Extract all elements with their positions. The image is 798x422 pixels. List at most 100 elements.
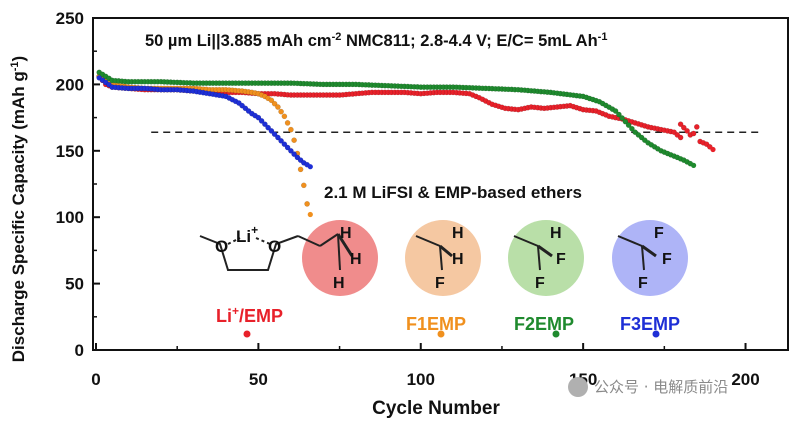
oxygen-left-label: O [215, 237, 228, 256]
li-emp-structure [199, 235, 321, 271]
data-point [262, 121, 268, 127]
ch2f-bond-1 [415, 235, 441, 247]
data-point [690, 130, 697, 137]
cf3-f-top: F [654, 225, 664, 242]
data-point [268, 97, 275, 104]
oxygen-right-label: O [268, 237, 281, 256]
x-tick-label: 50 [249, 370, 268, 389]
ch3-group: H H H [319, 225, 362, 292]
legend-marker-2 [552, 330, 560, 338]
data-point [307, 211, 313, 218]
data-point [271, 131, 278, 137]
data-point [612, 108, 619, 114]
ch2f-h-top: H [452, 225, 464, 242]
y-tick-label: 50 [65, 275, 84, 294]
ch3-bond-2 [337, 233, 341, 271]
ch3-h-right: H [350, 251, 362, 268]
data-point [616, 111, 622, 118]
structure-ring [199, 235, 299, 271]
legend-circle-2 [508, 220, 584, 296]
ch3-h-top: H [340, 225, 352, 242]
x-tick-label: 100 [407, 370, 435, 389]
cf3-bond-2 [641, 245, 645, 271]
data-point [255, 114, 262, 121]
legend-circle-3 [612, 220, 688, 296]
legend-label-li-emp: Li+/EMP [216, 304, 283, 326]
ch2f-f-bottom: F [435, 275, 445, 292]
data-point [681, 124, 687, 131]
wechat-icon [568, 376, 588, 397]
data-point [281, 141, 288, 147]
chf2-bond-3 [537, 244, 553, 258]
x-tick-label: 200 [731, 370, 759, 389]
cf3-bond-1 [617, 235, 643, 247]
data-point [291, 151, 297, 157]
data-point [278, 137, 284, 144]
data-point [300, 182, 307, 189]
legend-label-f3emp: F3EMP [620, 314, 680, 334]
data-point [275, 104, 281, 110]
data-point [625, 122, 632, 128]
data-point [710, 146, 716, 153]
chf2-group: H F F [513, 225, 566, 292]
structure-tail-bond [297, 235, 321, 247]
legend-marker-3 [652, 330, 660, 338]
y-tick-label: 150 [56, 142, 84, 161]
ch2f-bond-2 [439, 245, 443, 271]
chf2-bond-2 [537, 245, 541, 271]
data-point [694, 124, 700, 130]
data-point [677, 121, 684, 127]
data-point [278, 108, 284, 115]
data-point [684, 128, 690, 134]
o-li-bond-right [255, 237, 271, 245]
y-tick-label: 0 [75, 341, 84, 360]
ch3-bond-3 [336, 233, 354, 257]
data-point [677, 134, 684, 141]
data-point [265, 124, 271, 131]
cf3-bond-3 [641, 244, 657, 258]
data-point [297, 166, 304, 173]
data-point [619, 115, 625, 121]
series-f3emp [96, 75, 313, 170]
data-point [307, 164, 313, 170]
electrolyte-annotation: 2.1 M LiFSI & EMP-based ethers [324, 183, 582, 202]
lithium-ion-label: Li+ [236, 223, 258, 246]
ch2f-h-right: H [452, 251, 464, 268]
x-tick-label: 0 [91, 370, 100, 389]
legend-marker-1 [437, 330, 445, 338]
cf3-f-right: F [662, 251, 672, 268]
data-point [691, 162, 697, 168]
ch3-h-bottom: H [333, 275, 345, 292]
data-point [622, 118, 629, 125]
y-tick-label: 200 [56, 75, 84, 94]
ch3-bond-1 [319, 233, 339, 247]
y-axis-label: Discharge Specific Capacity (mAh g-1) [9, 56, 28, 362]
data-point [275, 134, 281, 141]
y-tick-label: 250 [56, 9, 84, 28]
data-point [291, 137, 297, 143]
data-point [271, 100, 278, 107]
ch2f-group: H H F [415, 225, 464, 292]
data-point [284, 144, 291, 151]
watermark-text: 公众号 · 电解质前沿 [594, 378, 729, 396]
data-point [268, 128, 275, 134]
data-point [304, 201, 310, 207]
data-point [281, 113, 288, 120]
y-tick-label: 100 [56, 208, 84, 227]
data-point [284, 120, 291, 126]
watermark: 公众号 · 电解质前沿 [568, 376, 728, 397]
cf3-f-bottom: F [638, 275, 648, 292]
o-li-bond-left [227, 237, 241, 245]
data-point [288, 126, 294, 133]
legend-label-f1emp: F1EMP [406, 314, 466, 334]
chf2-f-bottom: F [535, 275, 545, 292]
chf2-h-top: H [550, 225, 562, 242]
series-f2emp [96, 69, 697, 168]
data-point [629, 125, 635, 132]
ch2f-bond-3 [439, 244, 453, 258]
chart-title: 50 µm Li||3.885 mAh cm-2 NMC811; 2.8-4.4… [145, 31, 607, 50]
cf3-group: F F F [617, 225, 672, 292]
legend-label-f2emp: F2EMP [514, 314, 574, 334]
data-point [288, 147, 294, 154]
chf2-bond-1 [513, 235, 539, 247]
